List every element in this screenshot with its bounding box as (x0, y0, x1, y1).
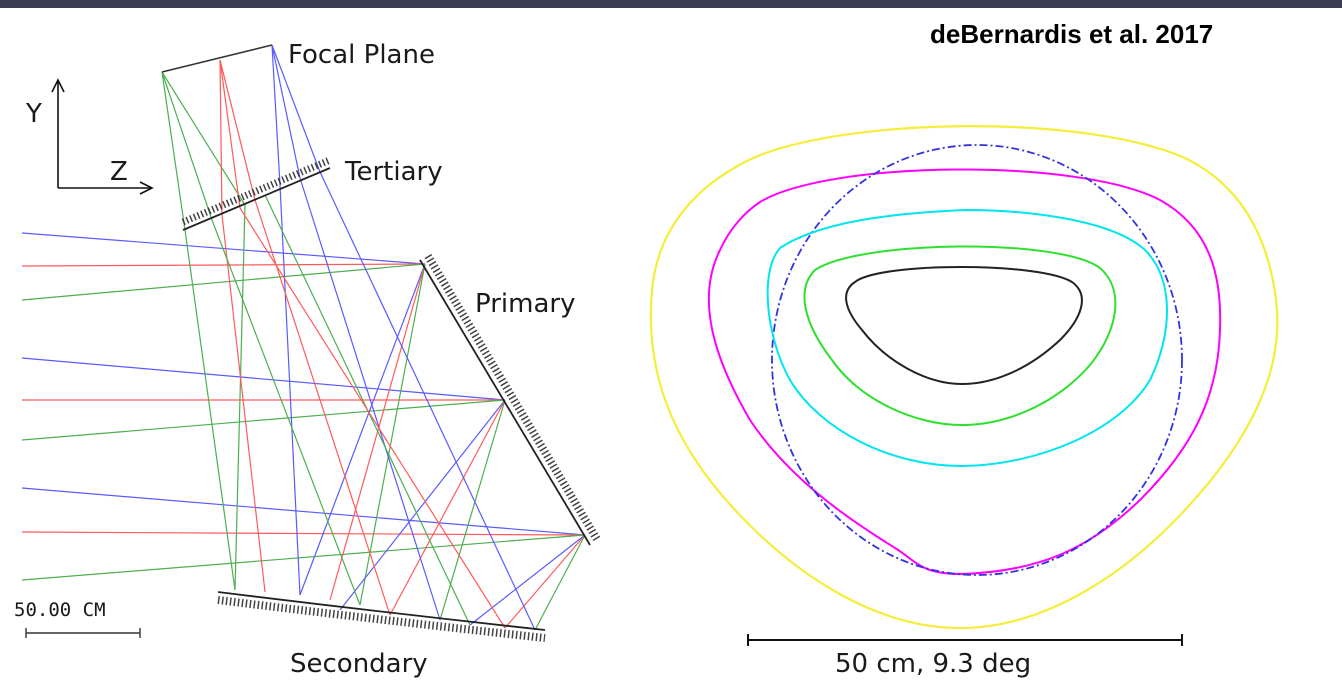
citation: deBernardis et al. 2017 (930, 19, 1214, 49)
primary-label: Primary (475, 289, 575, 319)
secondary-label: Secondary (290, 649, 428, 679)
tertiary-mirror (181, 156, 332, 231)
top-border (0, 0, 1342, 8)
tertiary-focal-rays (161, 44, 321, 231)
axis-z-label: Z (110, 157, 128, 187)
contour-yellow (649, 125, 1279, 630)
primary-mirror (419, 253, 602, 546)
secondary-tertiary-rays (184, 171, 536, 631)
tertiary-label: Tertiary (344, 157, 443, 187)
axis-y-label: Y (25, 99, 42, 129)
contour-cyan (766, 208, 1168, 468)
contour-blue-circle (771, 144, 1183, 576)
contour-magenta (707, 168, 1222, 576)
optical-diagram: Y Z Focal Plane Tertiary Primary Seconda… (14, 40, 602, 679)
focal-plane (161, 44, 273, 73)
beam-scale-label: 50 cm, 9.3 deg (835, 649, 1031, 679)
beam-contours (649, 125, 1279, 646)
secondary-mirror (217, 591, 546, 642)
contour-green (803, 245, 1117, 427)
contour-black (845, 266, 1083, 386)
incoming-rays (21, 232, 586, 581)
focal-plane-label: Focal Plane (288, 40, 435, 70)
axes-indicator (51, 78, 154, 195)
optics-scale-label: 50.00 CM (14, 599, 106, 621)
